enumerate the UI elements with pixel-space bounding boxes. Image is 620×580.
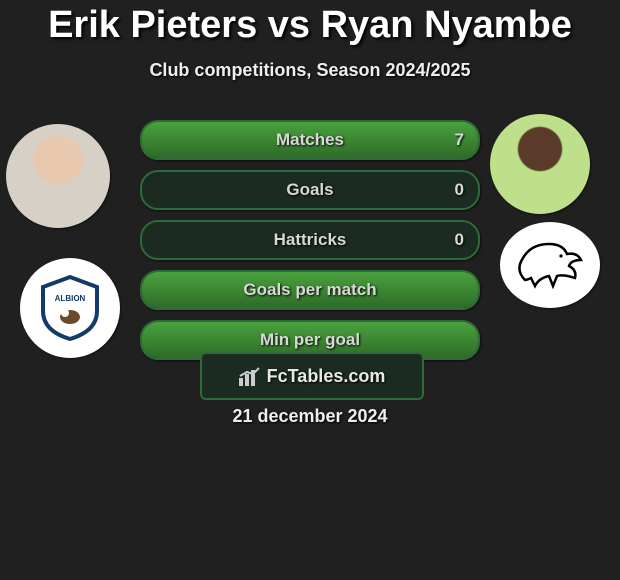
team-right-badge [500,222,600,308]
stat-bar: Goals0 [140,170,480,210]
stat-bar: Goals per match [140,270,480,310]
stat-bar: Hattricks0 [140,220,480,260]
stat-bar: Matches7 [140,120,480,160]
stat-bar-label: Matches [142,122,478,158]
player-left-avatar [6,124,110,228]
team-left-badge: ALBION [20,258,120,358]
stat-bar-label: Hattricks [142,222,478,258]
subtitle: Club competitions, Season 2024/2025 [0,60,620,81]
page-title: Erik Pieters vs Ryan Nyambe [0,4,620,47]
stat-bar-value: 0 [455,172,464,208]
stat-bar-value: 0 [455,222,464,258]
stat-bar-value: 7 [455,122,464,158]
stat-bars: Matches7Goals0Hattricks0Goals per matchM… [140,120,480,370]
brand-label: FcTables.com [267,366,386,386]
brand-badge: FcTables.com [200,352,424,400]
stat-bar-label: Goals [142,172,478,208]
stat-bar-label: Goals per match [142,272,478,308]
player-right-avatar [490,114,590,214]
svg-text:ALBION: ALBION [55,294,86,303]
date-label: 21 december 2024 [0,406,620,427]
